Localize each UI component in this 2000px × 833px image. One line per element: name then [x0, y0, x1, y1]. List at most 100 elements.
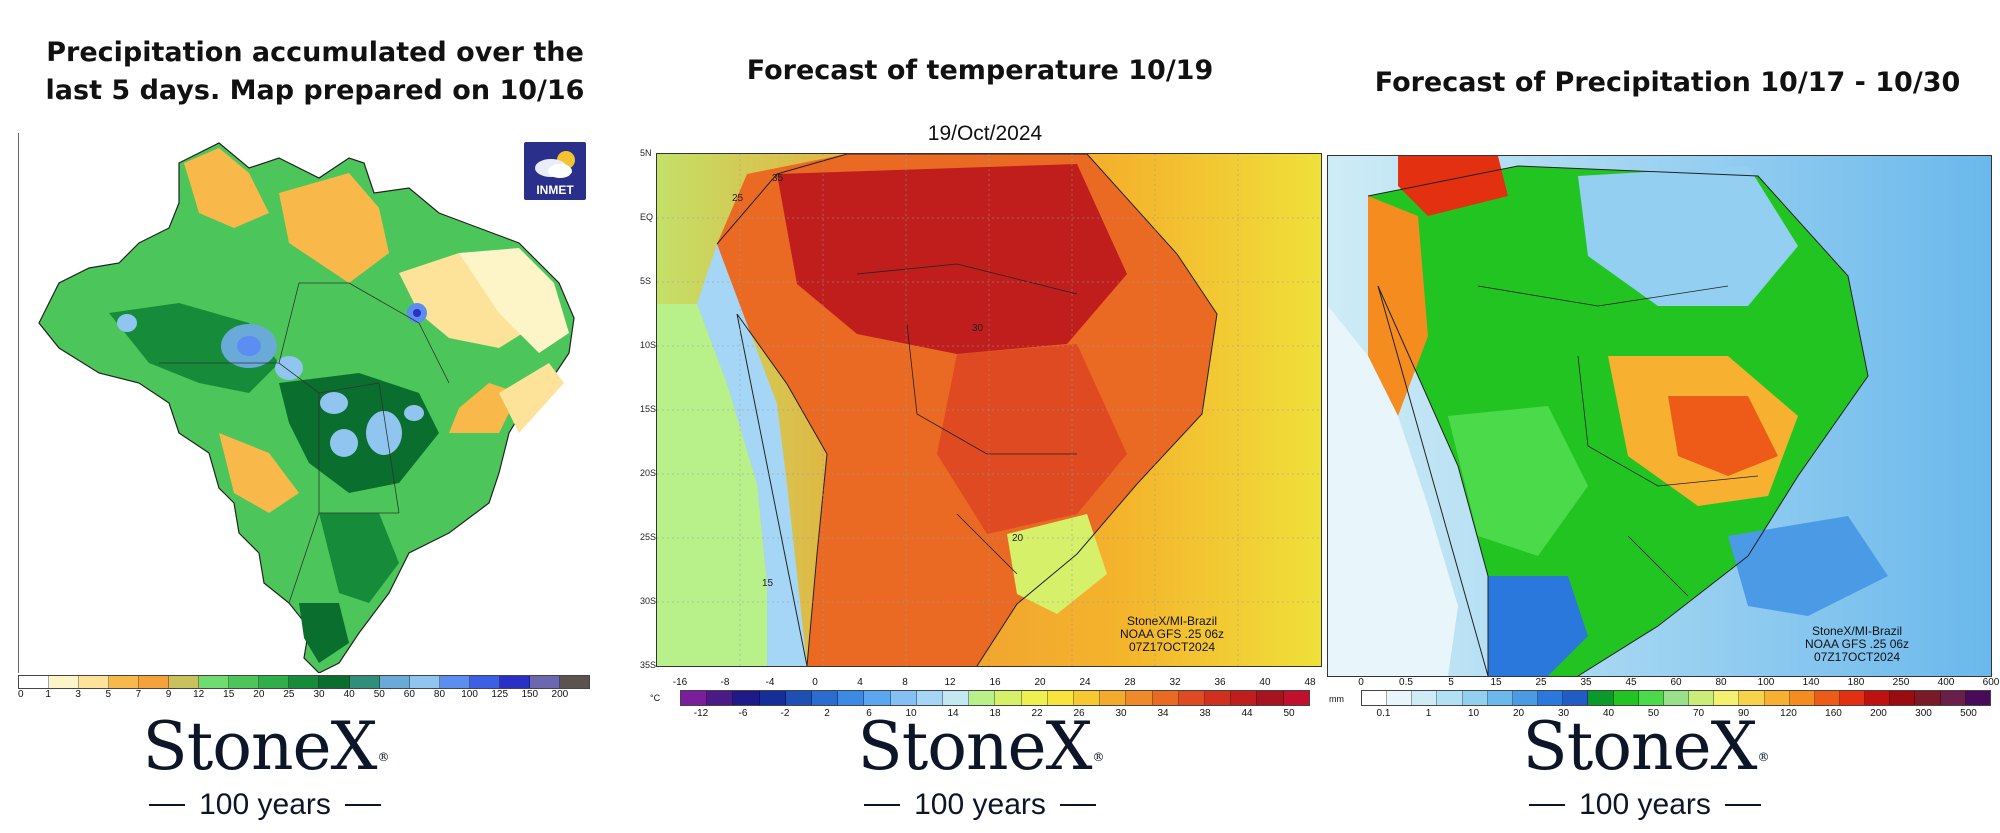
- panel-title: Forecast of Precipitation 10/17 - 10/30: [1374, 67, 1961, 98]
- legend-swatch: [1462, 691, 1488, 705]
- lat-label-20s: 20S: [640, 468, 657, 478]
- legend-tick-label: 5: [1448, 677, 1454, 688]
- legend-swatch: [1021, 691, 1048, 705]
- lat-label-35s: 35S: [640, 660, 657, 670]
- contour-label: 20: [1012, 533, 1024, 544]
- credit-line: 07Z17OCT2024: [1813, 650, 1901, 664]
- legend-tick-label: 28: [1124, 677, 1136, 688]
- legend-swatch: [1538, 691, 1564, 705]
- legend-swatch: [1764, 691, 1790, 705]
- legend-tick-label: 10: [1467, 708, 1480, 719]
- legend-tick-label: 0.1: [1376, 708, 1391, 719]
- legend-tick-label: 6: [866, 708, 872, 719]
- legend-swatch: [1714, 691, 1740, 705]
- legend-tick-label: 1: [45, 689, 51, 700]
- legend-swatch: [890, 691, 917, 705]
- legend-swatch: [1965, 691, 1990, 705]
- legend-tick-label: 600: [1982, 677, 2000, 688]
- brand-years: 100 years: [914, 788, 1046, 821]
- model-credit: StoneX/MI-Brazil NOAA GFS .25 06z 07Z17O…: [1805, 625, 1909, 664]
- brand-dash-left: [1529, 804, 1566, 806]
- legend-swatch: [681, 691, 708, 705]
- credit-line: 07Z17OCT2024: [1128, 640, 1216, 654]
- legend-swatch: [1047, 691, 1075, 705]
- precipitation-observed-panel: Precipitation accumulated over the last …: [0, 0, 610, 833]
- legend-tick-label: 7: [135, 689, 142, 700]
- precipitation-forecast-legend: mm 0 0.5 5 15 25 35 45 60 80 100 140 180 250 400 600 0…: [1329, 677, 1999, 725]
- legend-tick-label: 0: [1358, 677, 1364, 688]
- brand-dash-right: [1724, 804, 1761, 806]
- legend-swatch: [439, 676, 470, 688]
- brand-wordmark: StoneX: [142, 708, 377, 785]
- legend-swatch: [1890, 691, 1916, 705]
- inmet-logo: INMET: [524, 142, 586, 200]
- legend-tick-label: 50: [373, 689, 385, 700]
- legend-swatch: [199, 676, 230, 688]
- legend-swatch: [1865, 691, 1891, 705]
- legend-tick-label: 9: [165, 689, 172, 700]
- lat-label-10s: 10S: [640, 340, 657, 350]
- legend-unit: mm: [1329, 694, 1344, 704]
- contour-label: 15: [762, 578, 774, 589]
- legend-tick-label: 5: [105, 689, 112, 700]
- contour-label: 25: [732, 193, 744, 204]
- legend-swatch: [1487, 691, 1513, 705]
- legend-swatch: [759, 691, 786, 705]
- legend-swatch: [995, 691, 1022, 705]
- legend-swatch: [1231, 691, 1258, 705]
- brand-dash-left: [864, 804, 901, 806]
- legend-swatch: [259, 676, 290, 688]
- legend-tick-label: 60: [403, 689, 415, 700]
- legend-tick-label: 16: [989, 677, 1001, 688]
- legend-tick-label: 1: [1425, 708, 1432, 719]
- credit-line: StoneX/MI-Brazil: [1812, 624, 1903, 638]
- precipitation-forecast-panel: Forecast of Precipitation 10/17 - 10/30: [1325, 0, 2000, 833]
- temperature-forecast-panel: Forecast of temperature 10/19 19/Oct/202…: [640, 0, 1322, 833]
- legend-swatch: [1074, 691, 1101, 705]
- legend-tick-label: 40: [343, 689, 355, 700]
- legend-tick-label: -4: [765, 677, 775, 688]
- legend-tick-label: 20: [253, 689, 265, 700]
- legend-swatch: [469, 676, 500, 688]
- legend-swatch: [1437, 691, 1463, 705]
- panel-title: Precipitation accumulated over the last …: [45, 37, 585, 106]
- legend-tick-label: 36: [1214, 677, 1226, 688]
- legend-ticks: 0 1 3 5 7 9 12 15 20 25 30 40 50 60 80 100 125 150 200: [18, 689, 590, 701]
- legend-tick-label: 26: [1073, 708, 1085, 719]
- legend-tick-label: 300: [1915, 708, 1932, 719]
- legend-swatch: [19, 676, 50, 688]
- legend-swatch: [109, 676, 140, 688]
- legend-tick-label: 45: [1625, 677, 1637, 688]
- legend-tick-label: 8: [902, 677, 908, 688]
- legend-tick-label: 400: [1937, 677, 1955, 688]
- legend-tick-label: 150: [521, 689, 539, 700]
- legend-swatch: [229, 676, 260, 688]
- legend-tick-label: 25: [283, 689, 295, 700]
- temperature-map: [656, 153, 1322, 667]
- legend-swatch: [1283, 691, 1309, 705]
- legend-swatch: [1563, 691, 1589, 705]
- temperature-legend: °C -16 -8 -4 0 4 8 12 16 20 24 28 32 36 40 48 -12 -6 -2 2…: [650, 677, 1316, 725]
- legend-tick-label: 18: [989, 708, 1001, 719]
- legend-bottom-ticks: -12 -6 -2 2 6 10 14 18 22 26 30 34 38 44 50: [680, 708, 1310, 720]
- legend-top-ticks: -16 -8 -4 0 4 8 12 16 20 24 28 32 36 40 48: [673, 677, 1316, 689]
- legend-swatch: [785, 691, 813, 705]
- legend-swatch: [943, 691, 970, 705]
- legend-tick-label: 0.5: [1399, 677, 1413, 688]
- brand-wordmark: StoneX: [1522, 708, 1757, 785]
- credit-line: NOAA GFS .25 06z: [1120, 627, 1225, 641]
- legend-swatch: [864, 691, 891, 705]
- legend-swatch: [1915, 691, 1941, 705]
- legend-swatch: [1739, 691, 1765, 705]
- legend-tick-label: 10: [905, 708, 917, 719]
- legend-tick-label: 20: [1034, 677, 1046, 688]
- lat-label-eq: EQ: [640, 212, 654, 222]
- legend-swatch: [1588, 691, 1614, 705]
- legend-swatch: [1152, 691, 1179, 705]
- contour-label: 30: [972, 323, 984, 334]
- legend-tick-label: 100: [1757, 677, 1775, 688]
- legend-swatch: [529, 676, 560, 688]
- lat-label-25s: 25S: [640, 532, 657, 542]
- legend-tick-label: 30: [1115, 708, 1127, 719]
- legend-swatch: [349, 676, 380, 688]
